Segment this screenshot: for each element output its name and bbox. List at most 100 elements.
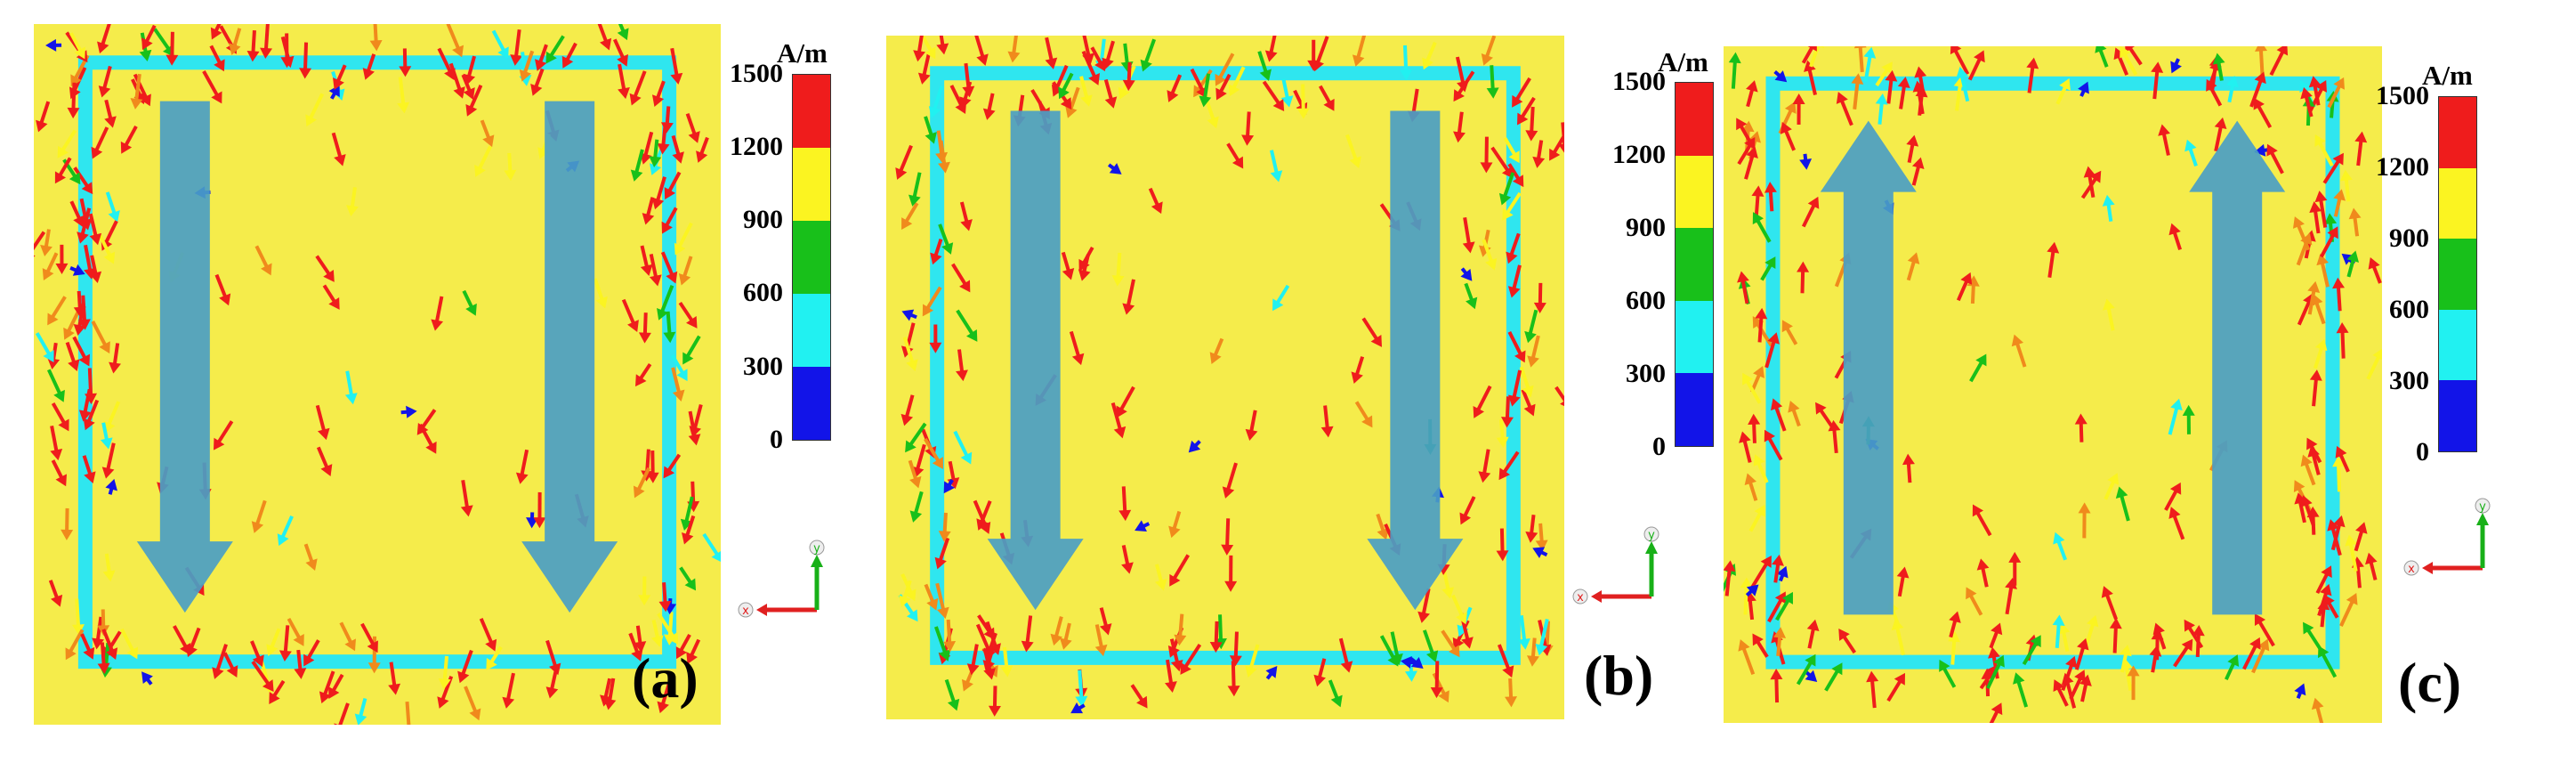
field-vector [1312,36,1329,72]
field-vector [2103,298,2115,331]
field-vector [105,478,117,495]
field-vector [651,80,666,107]
field-vector [1554,386,1564,410]
field-vector [269,679,286,704]
field-vector [1532,140,1546,168]
field-vector [1168,510,1182,539]
field-vector [2047,241,2060,278]
colorbar-tick: 0 [1652,432,1666,461]
field-vector [65,341,80,371]
field-vector [696,136,709,163]
field-vector [1116,386,1135,418]
field-vector [277,515,294,547]
field-vector [1950,46,1970,76]
field-vector [1379,635,1399,667]
field-vector [530,68,545,96]
field-vector [1121,545,1134,574]
field-vector [2254,613,2275,647]
field-vector [1224,555,1238,592]
field-vector [1753,454,1769,483]
field-vector [663,453,682,479]
field-vector [658,582,672,613]
field-vector [702,532,721,564]
field-vector [1459,496,1476,525]
field-vector [1081,36,1094,65]
field-vector [2249,71,2266,108]
field-vector [2327,77,2345,109]
field-vector [1209,621,1223,653]
field-vector [405,702,411,725]
field-vector [2336,321,2349,359]
colorbar-unit-b: A/m [1658,46,1708,77]
field-vector [900,573,917,602]
field-vector [2255,46,2268,77]
current-plot-c [1724,46,2382,723]
field-vector [1169,638,1183,672]
field-vector [98,65,112,98]
field-vector [78,388,92,422]
field-vector [51,459,68,487]
field-vector [1215,73,1231,101]
field-vector [2269,46,2289,77]
field-vector [97,24,112,54]
field-vector [1500,396,1514,428]
field-vector [913,36,926,62]
field-vector [83,399,100,431]
field-vector [2242,637,2261,670]
colorbar-c [2438,96,2477,452]
field-vector [1188,440,1201,453]
field-vector [982,93,996,120]
field-vector [1229,631,1242,667]
field-vector [2124,46,2143,66]
field-vector [1351,356,1365,384]
field-vector [1738,639,1756,676]
field-vector [100,422,113,450]
field-vector [2026,57,2039,93]
field-vector [45,38,62,52]
field-vector [642,197,655,225]
field-vector [545,639,561,676]
field-vector [2170,58,2182,74]
field-vector [1135,520,1151,532]
field-vector [1503,136,1520,164]
field-vector [54,157,72,184]
field-vector [2314,191,2328,228]
field-vector [938,140,950,174]
field-vector [1264,36,1278,62]
field-vector [55,244,69,274]
field-vector [1724,560,1736,597]
field-vector [299,42,312,79]
field-vector [2308,80,2327,112]
field-vector [1911,157,1925,186]
field-vector [431,296,444,331]
field-vector [515,449,529,484]
field-vector [1863,46,1877,82]
field-vector [1967,50,1985,81]
field-vector [1506,232,1521,264]
field-vector [1866,670,1879,709]
field-vector [1897,77,1910,110]
field-vector [638,312,651,344]
field-vector [1262,80,1285,111]
field-vector [977,614,995,640]
field-vector [1007,36,1021,63]
field-vector [1486,65,1499,99]
field-vector [1914,66,1927,97]
field-vector [322,284,340,310]
field-vector [294,649,307,679]
field-vector [1956,272,1973,302]
colorbar-segment [793,221,830,294]
field-vector [1352,36,1367,67]
field-vector [1801,196,1820,228]
field-vector [133,73,151,107]
field-vector [1532,547,1548,559]
field-vector [1154,564,1167,591]
field-vector [1986,654,2005,689]
field-vector [84,244,96,280]
colorbar-tick: 1500 [730,59,783,88]
field-vector [399,48,412,77]
field-vector [908,459,922,489]
field-vector [1060,622,1072,650]
field-vector [72,336,90,367]
field-vector [2292,216,2311,251]
